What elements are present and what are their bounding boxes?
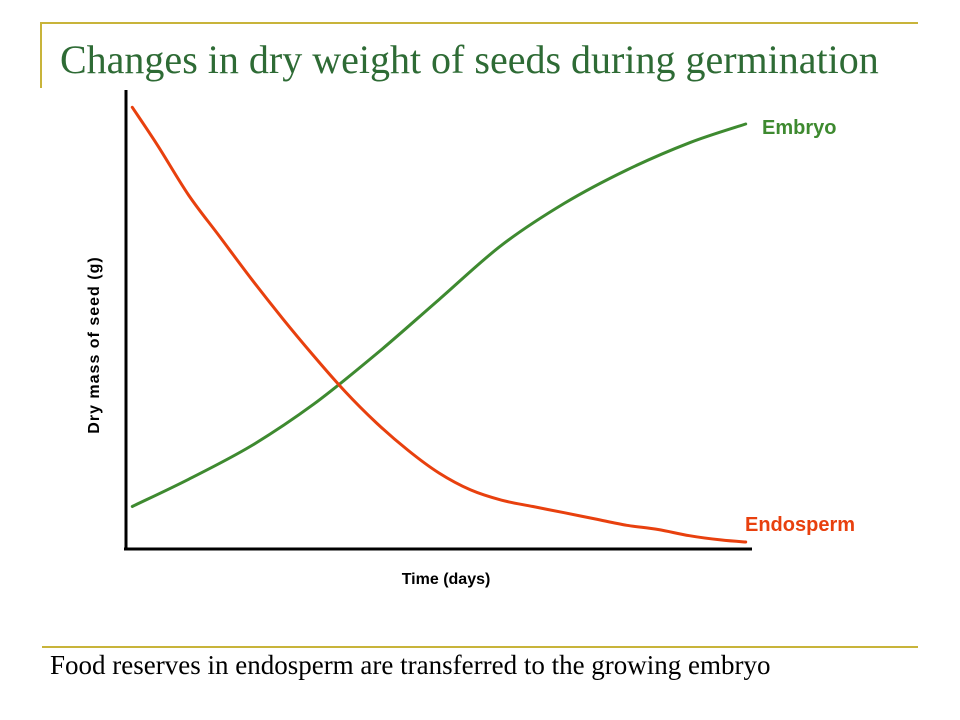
series-line-embryo <box>130 122 748 508</box>
bottom-rule <box>42 646 918 648</box>
top-rule <box>42 22 918 24</box>
y-axis-label: Dry mass of seed (g) <box>86 256 103 433</box>
x-axis-label: Time (days) <box>402 571 491 588</box>
slide-title: Changes in dry weight of seeds during ge… <box>60 37 879 82</box>
series-label-endosperm: Endosperm <box>745 514 855 536</box>
top-left-tick <box>40 22 42 88</box>
series-line-endosperm <box>130 105 748 544</box>
series-layer <box>130 105 748 544</box>
series-label-embryo: Embryo <box>762 117 836 139</box>
slide-caption: Food reserves in endosperm are transferr… <box>50 650 771 680</box>
